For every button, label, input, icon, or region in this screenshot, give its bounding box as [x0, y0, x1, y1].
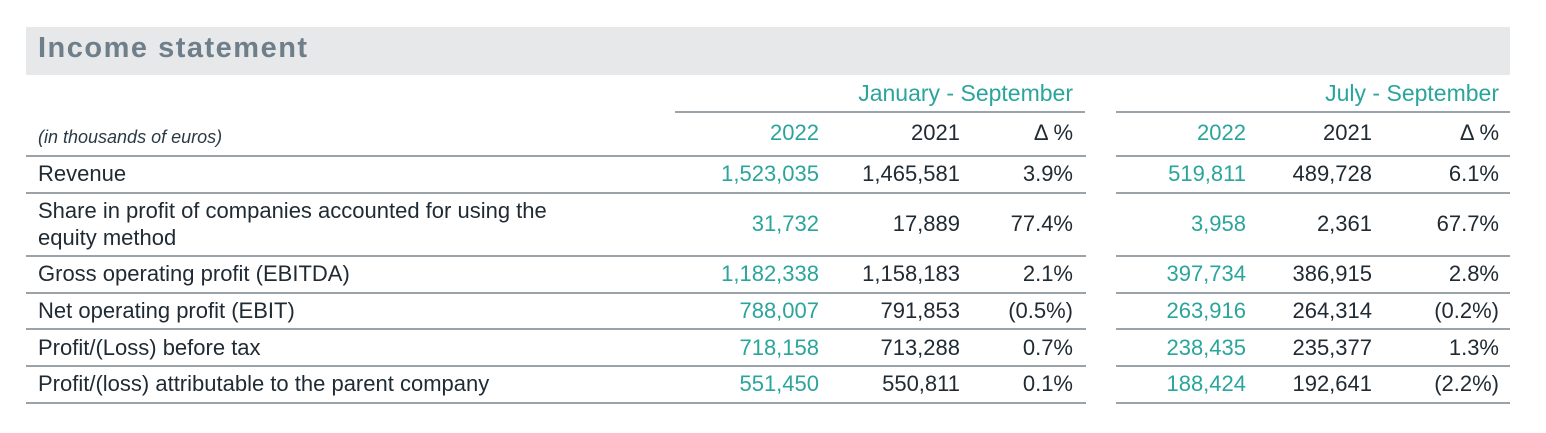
col-header-q3-2022: 2022 — [1197, 120, 1246, 145]
cell-ebitda-ytd-2021: 1,158,183 — [862, 261, 960, 286]
row-label-equity-line1: Share in profit of companies accounted f… — [38, 198, 547, 223]
row-label-equity-line2: equity method — [38, 225, 177, 250]
cell-ebit-q3-2021: 264,314 — [1292, 298, 1372, 323]
cell-pbt-q3-2022: 238,435 — [1166, 335, 1246, 360]
cell-equity-q3-delta: 67.7% — [1436, 211, 1499, 236]
cell-parent-q3-2021: 192,641 — [1292, 371, 1372, 396]
row-divider-right — [1116, 365, 1510, 367]
row-label-profit-parent: Profit/(loss) attributable to the parent… — [38, 371, 490, 396]
col-header-ytd-delta: Δ % — [1033, 120, 1073, 145]
cell-ebitda-q3-delta: 2.8% — [1448, 261, 1499, 286]
cell-pbt-q3-2021: 235,377 — [1292, 335, 1372, 360]
row-divider-right — [1116, 192, 1510, 194]
row-divider-left — [26, 328, 1086, 330]
period-q3-header: July - September — [1325, 80, 1499, 106]
col-header-ytd-2022: 2022 — [770, 120, 819, 145]
row-label-ebit: Net operating profit (EBIT) — [38, 298, 295, 323]
page-title: Income statement — [38, 32, 309, 64]
col-header-q3-delta: Δ % — [1459, 120, 1499, 145]
cell-ebitda-ytd-delta: 2.1% — [1022, 261, 1073, 286]
cell-parent-q3-delta: (2.2%) — [1434, 371, 1499, 396]
cell-revenue-q3-delta: 6.1% — [1448, 161, 1499, 186]
cell-equity-ytd-2022: 31,732 — [751, 211, 819, 236]
period-ytd-header: January - September — [858, 80, 1073, 106]
cell-parent-ytd-delta: 0.1% — [1022, 371, 1073, 396]
row-label-ebitda: Gross operating profit (EBITDA) — [38, 261, 350, 286]
row-divider-right — [1116, 255, 1510, 257]
row-divider-left — [26, 192, 1086, 194]
row-divider-right — [1116, 292, 1510, 294]
period-ytd-underline — [675, 111, 1085, 113]
cell-ebit-ytd-delta: (0.5%) — [1008, 298, 1073, 323]
cell-revenue-q3-2022: 519,811 — [1168, 161, 1246, 186]
cell-parent-q3-2022: 188,424 — [1166, 371, 1246, 396]
cell-equity-q3-2022: 3,958 — [1190, 211, 1246, 236]
row-divider-right — [1116, 328, 1510, 330]
cell-pbt-ytd-2022: 718,158 — [739, 335, 819, 360]
row-label-profit-before-tax: Profit/(Loss) before tax — [38, 335, 261, 360]
cell-equity-ytd-2021: 17,889 — [892, 211, 960, 236]
cell-parent-ytd-2022: 551,450 — [739, 371, 819, 396]
row-divider-right — [1116, 402, 1510, 404]
cell-ebit-q3-delta: (0.2%) — [1434, 298, 1499, 323]
cell-equity-q3-2021: 2,361 — [1316, 211, 1372, 236]
cell-equity-ytd-delta: 77.4% — [1010, 211, 1073, 236]
cell-ebit-ytd-2021: 791,853 — [880, 298, 960, 323]
col-header-ytd-2021: 2021 — [911, 120, 960, 145]
col-header-q3-2021: 2021 — [1323, 120, 1372, 145]
cell-ebit-q3-2022: 263,916 — [1166, 298, 1246, 323]
header-divider-right — [1116, 155, 1510, 157]
row-divider-left — [26, 292, 1086, 294]
row-divider-left — [26, 365, 1086, 367]
cell-revenue-ytd-2022: 1,523,035 — [721, 161, 819, 186]
cell-ebitda-q3-2021: 386,915 — [1292, 261, 1372, 286]
cell-revenue-ytd-2021: 1,465,581 — [862, 161, 960, 186]
row-divider-left — [26, 255, 1086, 257]
period-q3-underline — [1116, 111, 1510, 113]
row-label-revenue: Revenue — [38, 161, 127, 186]
cell-ebit-ytd-2022: 788,007 — [739, 298, 819, 323]
cell-ebitda-ytd-2022: 1,182,338 — [721, 261, 819, 286]
cell-revenue-ytd-delta: 3.9% — [1022, 161, 1073, 186]
cell-pbt-q3-delta: 1.3% — [1448, 335, 1499, 360]
cell-pbt-ytd-delta: 0.7% — [1022, 335, 1073, 360]
title-bar: Income statement — [26, 27, 1510, 75]
cell-revenue-q3-2021: 489,728 — [1292, 161, 1372, 186]
units-label: (in thousands of euros) — [38, 127, 223, 147]
cell-parent-ytd-2021: 550,811 — [882, 371, 960, 396]
header-divider-left — [26, 155, 1086, 157]
cell-ebitda-q3-2022: 397,734 — [1166, 261, 1246, 286]
row-divider-left — [26, 402, 1086, 404]
cell-pbt-ytd-2021: 713,288 — [880, 335, 960, 360]
